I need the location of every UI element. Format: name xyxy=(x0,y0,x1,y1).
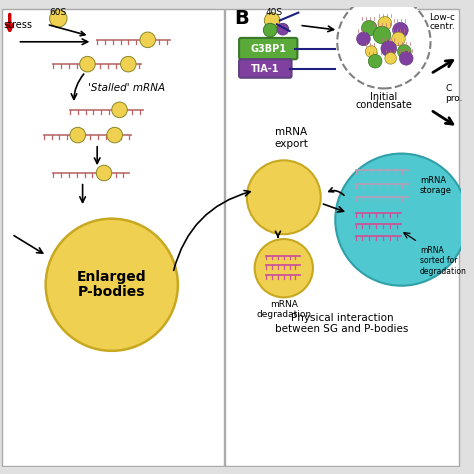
Text: mRNA: mRNA xyxy=(275,127,308,137)
Circle shape xyxy=(385,53,397,64)
Circle shape xyxy=(140,32,155,47)
FancyBboxPatch shape xyxy=(239,59,292,78)
Text: condensate: condensate xyxy=(356,100,412,110)
Text: Low-c: Low-c xyxy=(429,13,456,22)
Circle shape xyxy=(368,55,382,68)
Text: TIA-1: TIA-1 xyxy=(251,64,280,74)
Circle shape xyxy=(112,102,128,118)
Circle shape xyxy=(362,20,377,36)
Circle shape xyxy=(335,154,467,286)
Circle shape xyxy=(96,165,112,181)
Text: mRNA
sorted for
degradation: mRNA sorted for degradation xyxy=(420,246,467,276)
Circle shape xyxy=(247,160,321,234)
Circle shape xyxy=(337,0,430,89)
Bar xyxy=(226,9,459,465)
Circle shape xyxy=(80,56,95,72)
Text: 'Stalled' mRNA: 'Stalled' mRNA xyxy=(88,83,165,93)
Circle shape xyxy=(277,23,289,35)
Circle shape xyxy=(398,45,411,58)
Circle shape xyxy=(50,10,67,27)
Text: Physical interaction
between SG and P-bodies: Physical interaction between SG and P-bo… xyxy=(275,313,409,335)
Circle shape xyxy=(107,128,122,143)
Circle shape xyxy=(264,13,280,28)
Circle shape xyxy=(373,26,391,44)
FancyBboxPatch shape xyxy=(239,38,297,59)
Text: Initial: Initial xyxy=(370,92,398,102)
Circle shape xyxy=(70,128,85,143)
Circle shape xyxy=(255,239,313,297)
Text: stress: stress xyxy=(4,20,33,30)
Text: pro.: pro. xyxy=(445,94,463,103)
Circle shape xyxy=(378,17,392,30)
Text: centr.: centr. xyxy=(429,22,456,31)
Text: export: export xyxy=(274,139,309,149)
Text: G3BP1: G3BP1 xyxy=(250,44,286,54)
Text: 60S: 60S xyxy=(50,8,67,17)
Bar xyxy=(2,9,224,465)
Circle shape xyxy=(365,46,377,57)
Circle shape xyxy=(120,56,136,72)
Text: degradation: degradation xyxy=(256,310,311,319)
Circle shape xyxy=(392,22,408,38)
Text: mRNA: mRNA xyxy=(270,301,298,310)
Circle shape xyxy=(356,32,370,46)
Circle shape xyxy=(381,41,397,56)
Text: 40S: 40S xyxy=(265,8,283,17)
Text: B: B xyxy=(235,9,249,28)
Text: mRNA
storage: mRNA storage xyxy=(420,176,452,195)
Circle shape xyxy=(264,23,277,37)
Text: P-bodies: P-bodies xyxy=(78,284,146,299)
Circle shape xyxy=(400,52,413,65)
Circle shape xyxy=(46,219,178,351)
Text: Enlarged: Enlarged xyxy=(77,270,146,284)
Text: C: C xyxy=(445,84,451,93)
Circle shape xyxy=(392,32,405,46)
